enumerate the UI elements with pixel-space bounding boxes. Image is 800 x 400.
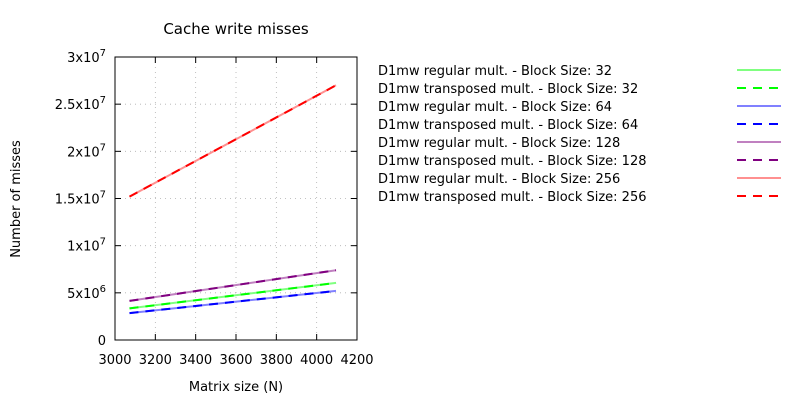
series-line-2 — [129, 281, 337, 310]
grid-lines — [115, 57, 357, 340]
y-tick-label: 3x107 — [67, 48, 106, 66]
x-tick-label: 4000 — [300, 353, 333, 368]
chart-title: Cache write misses — [163, 20, 309, 38]
legend: D1mw regular mult. - Block Size: 32 D1mw … — [378, 64, 781, 205]
legend-label: D1mw regular mult. - Block Size: 64 — [378, 100, 612, 115]
legend-label: D1mw transposed mult. - Block Size: 128 — [378, 154, 647, 169]
x-axis-label: Matrix size (N) — [189, 380, 283, 395]
x-tick-label: 3000 — [98, 353, 131, 368]
series-line-6 — [129, 269, 337, 302]
x-tick-label: 3800 — [260, 353, 293, 368]
x-axis-ticks: 3000 3200 3400 3600 3800 4000 4200 — [98, 57, 374, 368]
legend-label: D1mw regular mult. - Block Size: 256 — [378, 172, 620, 187]
y-tick-label: 5x106 — [67, 284, 106, 302]
y-axis-label: Number of misses — [9, 140, 24, 258]
x-tick-label: 3200 — [139, 353, 172, 368]
series-line-4 — [129, 289, 337, 315]
legend-label: D1mw transposed mult. - Block Size: 256 — [378, 190, 647, 205]
y-tick-label: 2.5x107 — [55, 95, 106, 113]
y-tick-label: 1.5x107 — [55, 190, 106, 208]
y-axis-ticks: 0 5x106 1x107 1.5x107 2x107 2.5x107 3x107 — [55, 48, 357, 349]
x-tick-label: 3600 — [219, 353, 252, 368]
x-tick-label: 3400 — [179, 353, 212, 368]
y-tick-label: 2x107 — [67, 142, 106, 160]
series-line-8 — [129, 84, 337, 198]
series-lines — [129, 84, 337, 315]
legend-label: D1mw transposed mult. - Block Size: 32 — [378, 82, 638, 97]
x-tick-label: 4200 — [340, 353, 373, 368]
legend-label: D1mw regular mult. - Block Size: 128 — [378, 136, 620, 151]
legend-label: D1mw regular mult. - Block Size: 32 — [378, 64, 612, 79]
y-tick-label: 0 — [98, 334, 106, 349]
legend-label: D1mw transposed mult. - Block Size: 64 — [378, 118, 638, 133]
y-tick-label: 1x107 — [67, 237, 106, 255]
